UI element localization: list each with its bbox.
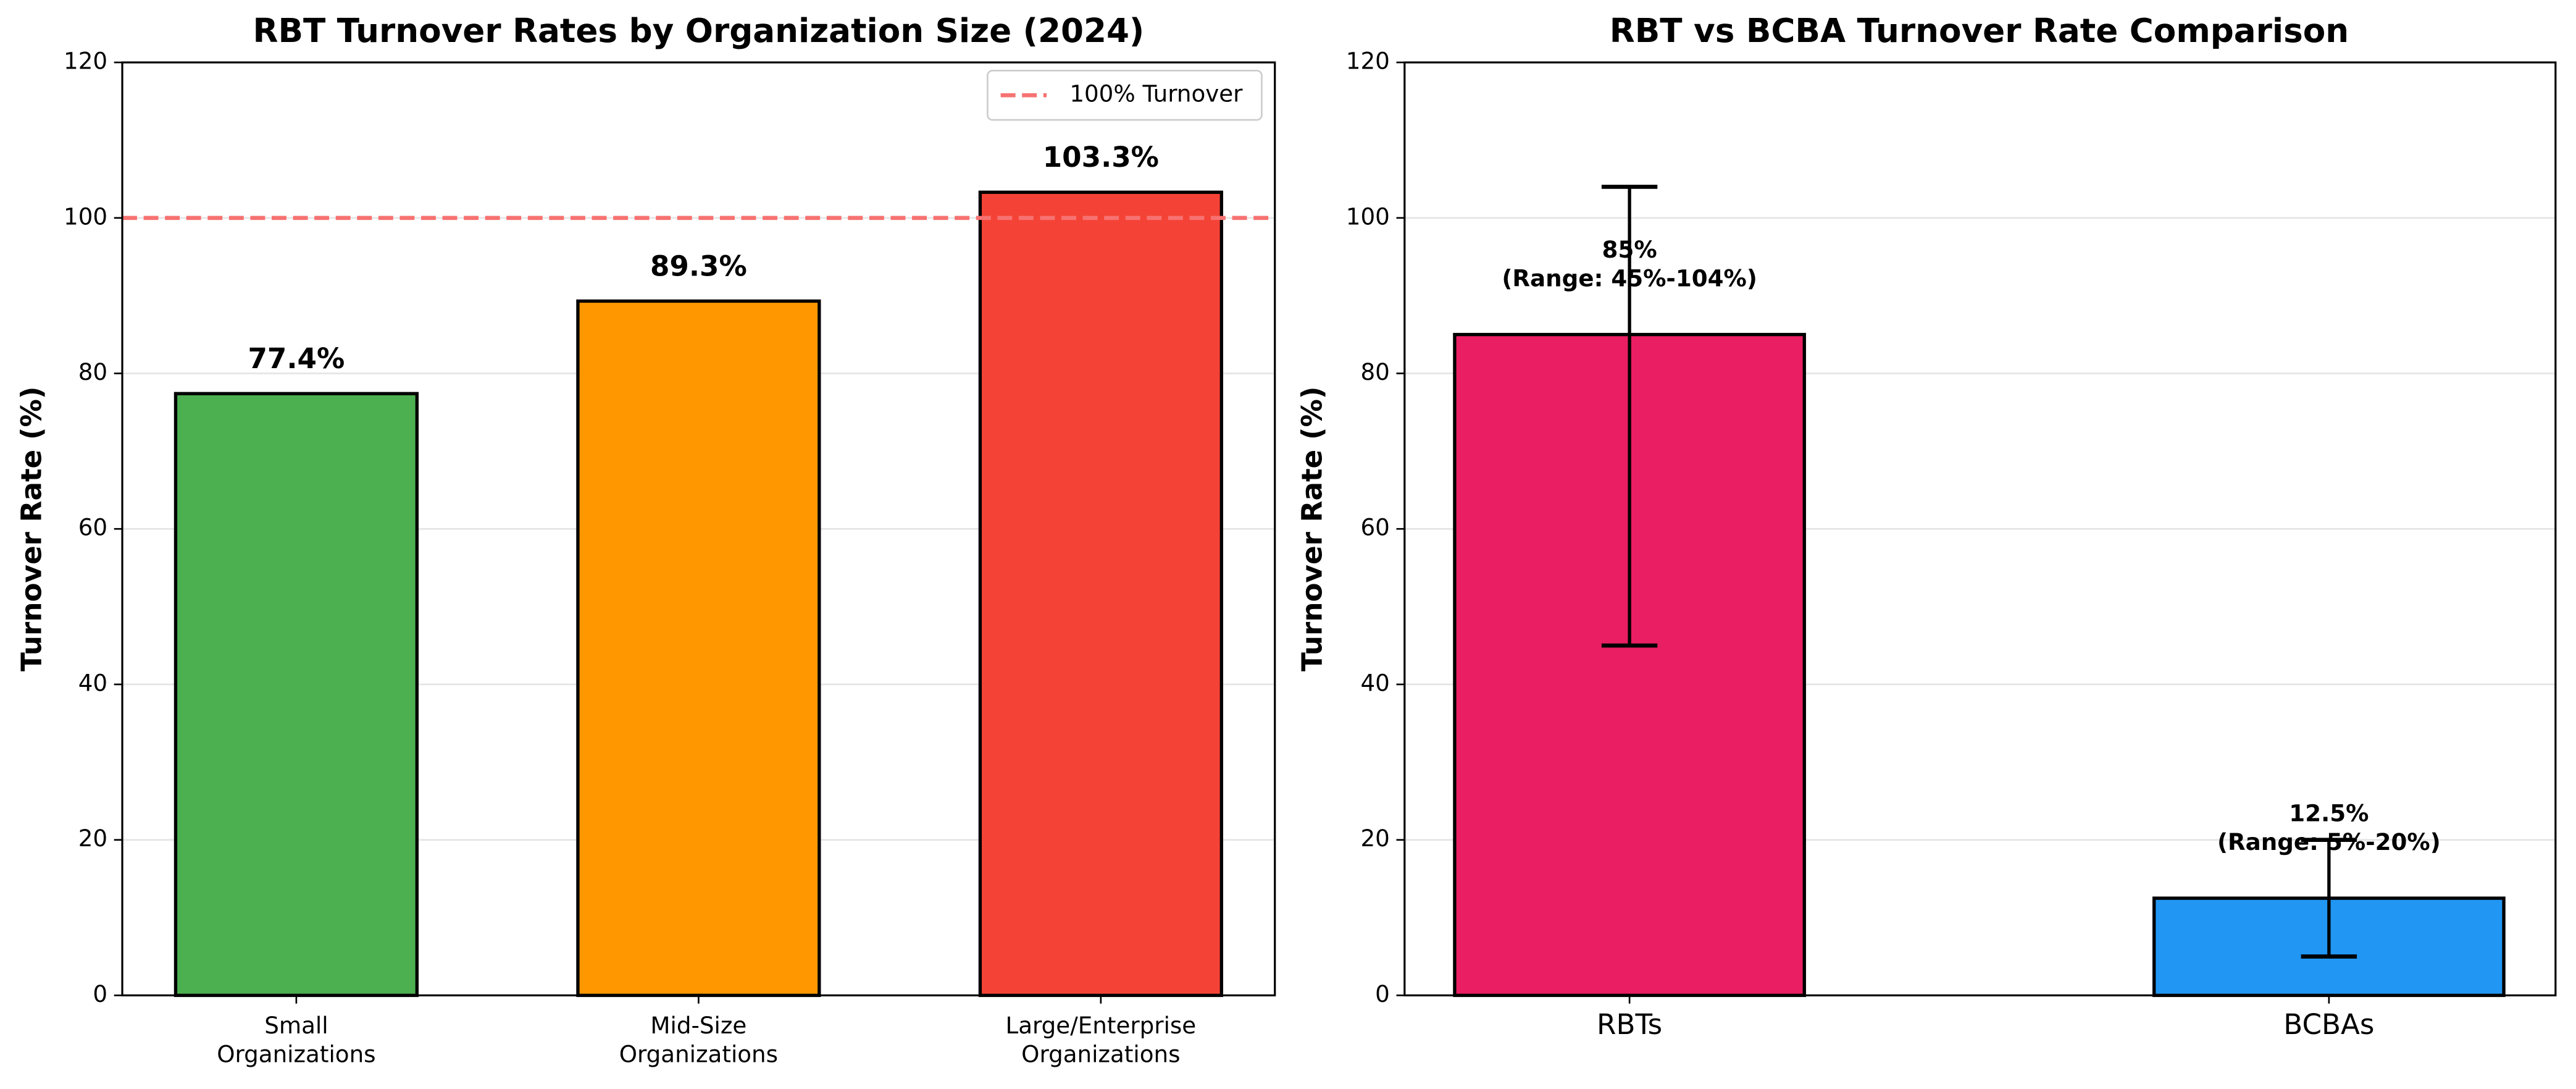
bar [576, 299, 821, 998]
x-tick-label: Large/Enterprise Organizations [1006, 1011, 1197, 1067]
x-tick-label: BCBAs [2283, 1008, 2374, 1041]
value-label: 85% (Range: 45%-104%) [1502, 235, 1757, 292]
y-tick-label: 60 [1360, 514, 1389, 541]
y-tick-label: 20 [78, 825, 107, 852]
y-tick-label: 80 [78, 358, 107, 385]
x-tick-label: Mid-Size Organizations [619, 1011, 778, 1067]
plot-frame [121, 61, 1276, 997]
y-tick-label: 0 [1375, 980, 1390, 1007]
y-tick-label: 80 [1360, 358, 1389, 385]
value-label: 12.5% (Range: 5%-20%) [2217, 799, 2441, 856]
chart-title: RBT Turnover Rates by Organization Size … [253, 12, 1144, 50]
y-tick-label: 40 [78, 669, 107, 696]
x-tick-label: Small Organizations [217, 1011, 375, 1067]
y-axis-label: Turnover Rate (%) [15, 386, 48, 671]
y-tick-label: 0 [93, 980, 107, 1007]
y-tick-label: 100 [64, 203, 107, 230]
bar [174, 392, 419, 998]
y-tick-label: 20 [1360, 825, 1389, 852]
plot-frame [1403, 61, 2557, 997]
legend-box [987, 70, 1263, 121]
y-axis-label: Turnover Rate (%) [1296, 386, 1329, 671]
chart-title: RBT vs BCBA Turnover Rate Comparison [1610, 12, 2349, 50]
y-tick-label: 120 [1346, 48, 1390, 75]
y-tick-label: 40 [1360, 669, 1389, 696]
legend-label: 100% Turnover [1069, 80, 1243, 107]
value-label: 103.3% [1043, 141, 1159, 174]
y-tick-label: 60 [78, 514, 107, 541]
x-tick-label: RBTs [1597, 1008, 1662, 1041]
value-label: 77.4% [248, 342, 345, 375]
bar [978, 190, 1223, 998]
y-tick-label: 120 [64, 48, 107, 75]
value-label: 89.3% [650, 250, 747, 282]
y-tick-label: 100 [1346, 203, 1390, 230]
